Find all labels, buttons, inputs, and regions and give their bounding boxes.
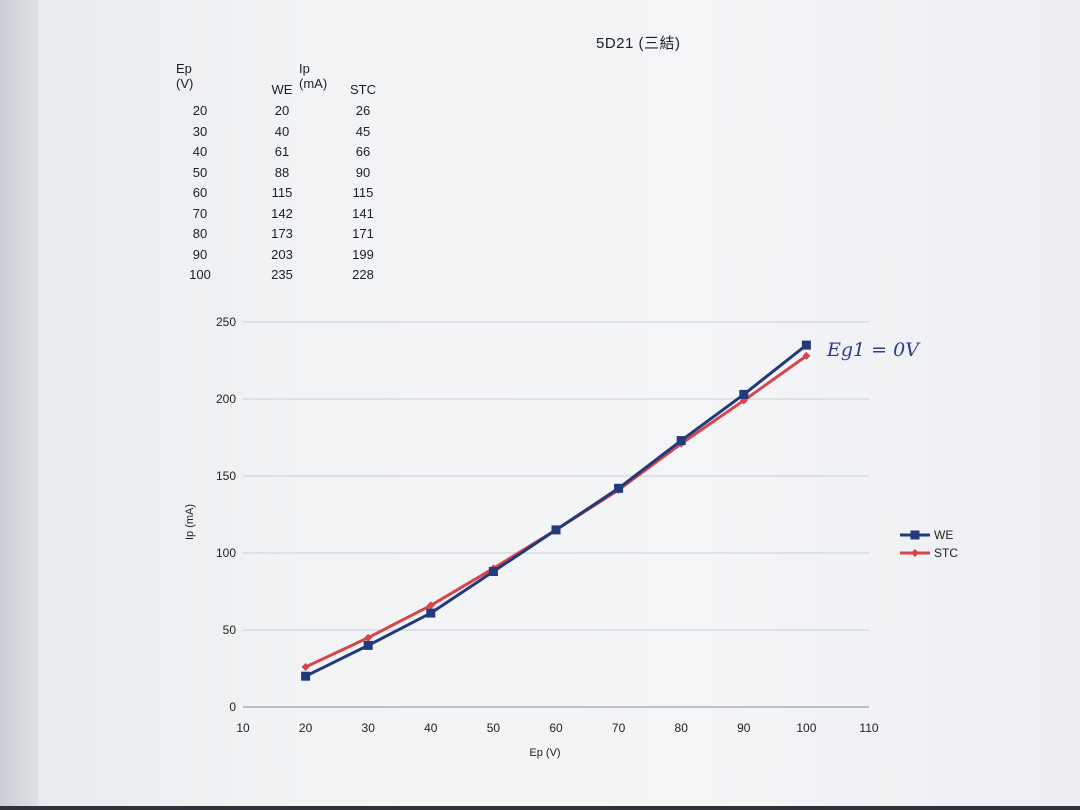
table-cell: 203: [271, 246, 293, 262]
table-cell: 26: [355, 103, 371, 118]
legend-marker: [911, 549, 919, 557]
table-cell: 100: [189, 267, 211, 282]
series-layer: [301, 340, 811, 681]
x-tick-label: 100: [796, 721, 816, 735]
table-header-stc: STC: [350, 82, 376, 97]
table-cell: 40: [192, 144, 208, 159]
x-tick-labels: 10 20 30 40 50 60 70 80 90 100 110: [236, 721, 879, 735]
table-cell: 235: [271, 267, 293, 282]
data-point-we: [426, 608, 436, 618]
table-cell: 173: [271, 226, 293, 241]
legend-marker: [910, 530, 920, 540]
y-tick-label: 0: [229, 700, 236, 714]
table-cell: 88: [274, 164, 290, 180]
data-point-we: [801, 340, 811, 350]
table-cell: 61: [274, 144, 290, 159]
x-tick-label: 90: [737, 721, 751, 735]
table-cell: 115: [271, 185, 293, 200]
table-cell: 141: [352, 205, 374, 221]
data-point-stc: [301, 662, 310, 671]
grid-lines: [243, 321, 869, 631]
legend-label: STC: [934, 546, 958, 560]
series-line-we: [304, 343, 808, 678]
y-tick-label: 100: [216, 546, 236, 560]
data-point-we: [363, 640, 373, 650]
data-point-we: [739, 389, 749, 399]
table-cell: 20: [192, 103, 208, 118]
table-cell: 199: [352, 246, 374, 262]
data-point-stc: [426, 601, 435, 610]
table-cell: 171: [352, 226, 374, 241]
page-shadow-edge: [0, 0, 38, 810]
legend-item-stc: STC: [900, 546, 958, 560]
x-tick-label: 50: [487, 721, 501, 735]
chart-legend: WE STC: [900, 528, 958, 560]
table-header-we: WE: [271, 82, 293, 97]
table-cell: 142: [271, 205, 293, 221]
table-cell: 80: [192, 226, 208, 241]
x-tick-label: 110: [859, 721, 878, 735]
data-point-stc: [802, 351, 811, 360]
table-header-ip: Ip (mA): [299, 61, 328, 91]
annotation-eg1: Eg1 = 0V: [826, 339, 921, 361]
y-tick-labels: 0 50 100 150 200 250: [216, 315, 236, 714]
x-tick-label: 10: [236, 721, 250, 735]
data-point-we: [488, 566, 498, 576]
data-point-we: [614, 483, 624, 493]
legend-item-we: WE: [900, 528, 953, 542]
y-tick-label: 150: [216, 469, 236, 483]
series-we: [301, 340, 811, 681]
data-point-we: [301, 671, 311, 681]
table-cell: 90: [192, 246, 208, 262]
page-title: 5D21 (三結): [596, 35, 681, 52]
x-tick-label: 30: [362, 721, 376, 735]
y-axis-label: Ip (mA): [184, 504, 196, 540]
data-point-stc: [364, 633, 373, 642]
table-cell: 20: [274, 103, 290, 118]
table-cell: 45: [355, 123, 371, 139]
x-tick-label: 40: [424, 721, 438, 735]
table-cell: 60: [192, 185, 208, 200]
data-point-we: [551, 525, 561, 535]
table-header-ep: Ep (V): [176, 61, 194, 91]
x-tick-label: 20: [299, 721, 313, 735]
table-cell: 50: [192, 164, 208, 180]
x-tick-label: 60: [549, 721, 563, 735]
table-cell: 66: [355, 144, 371, 159]
legend-label: WE: [934, 528, 953, 542]
table-cell: 40: [274, 123, 290, 139]
y-tick-label: 250: [216, 315, 236, 329]
y-tick-label: 200: [216, 392, 236, 406]
table-cell: 90: [355, 164, 371, 180]
x-axis-label: Ep (V): [529, 747, 560, 759]
table-cell: 30: [192, 123, 208, 139]
y-tick-label: 50: [223, 623, 237, 637]
table-cell: 70: [192, 205, 208, 221]
page-bottom-edge: [0, 806, 1080, 810]
x-tick-label: 80: [675, 721, 689, 735]
table-cell: 115: [352, 185, 374, 200]
data-point-we: [676, 436, 686, 446]
table-cell: 228: [352, 267, 374, 282]
x-tick-label: 70: [612, 721, 626, 735]
